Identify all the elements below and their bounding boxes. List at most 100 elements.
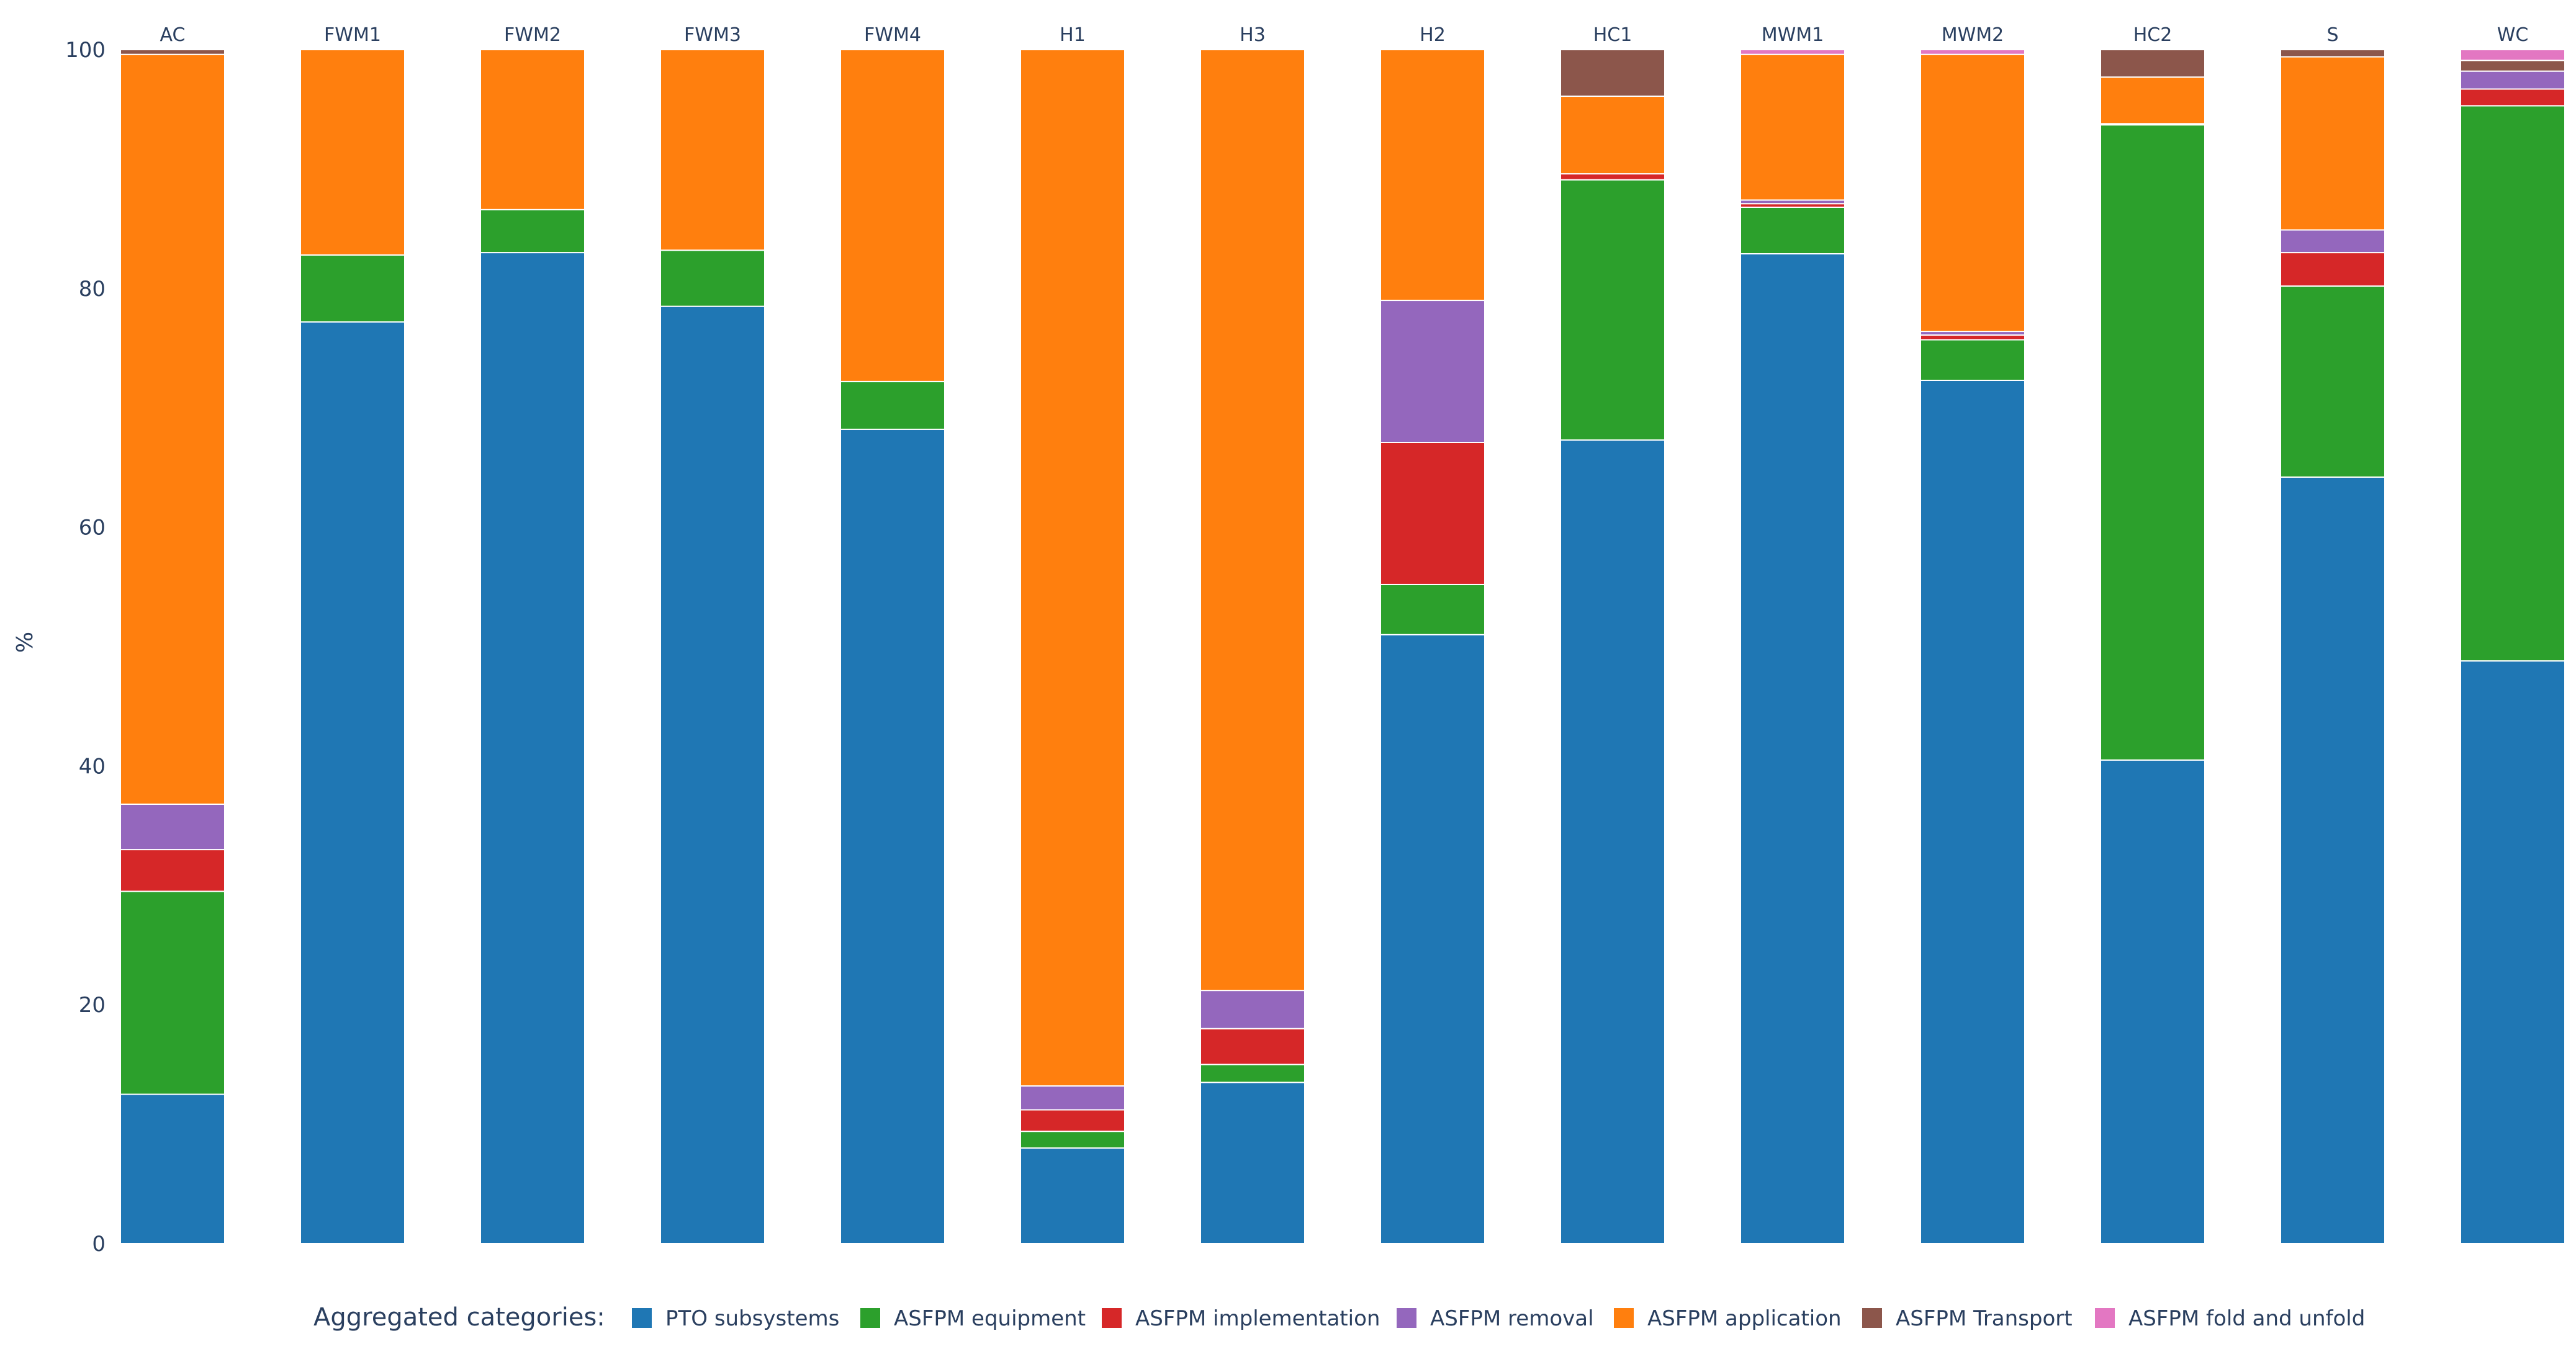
bar-segment: [1200, 1082, 1305, 1244]
bar-segment: [1740, 253, 1845, 1244]
category-label: HC1: [1593, 24, 1633, 46]
bar-segment: [660, 49, 765, 251]
bar-segment: [1740, 206, 1845, 255]
legend-swatch: [632, 1308, 652, 1328]
bar-segment: [2280, 285, 2385, 478]
bar-segment: [1380, 634, 1485, 1244]
legend-label: ASFPM equipment: [894, 1306, 1086, 1331]
legend-swatch: [2095, 1308, 2115, 1328]
category-label: MWM1: [1762, 24, 1824, 46]
legend-swatch: [1614, 1308, 1634, 1328]
plot-area: [120, 49, 2565, 1245]
category-label: FWM1: [324, 24, 381, 46]
bar-segment: [480, 252, 585, 1245]
legend-label: ASFPM removal: [1430, 1306, 1594, 1331]
bar-segment: [300, 254, 405, 323]
bar-segment: [1920, 49, 2025, 55]
category-label: FWM4: [864, 24, 921, 46]
bar-segment: [2280, 229, 2385, 254]
bar-segment: [1920, 334, 2025, 341]
y-tick-label: 40: [79, 754, 106, 779]
bar-segment: [840, 49, 945, 382]
bar-segment: [1920, 339, 2025, 381]
bar-segment: [120, 1093, 225, 1244]
y-tick-label: 80: [79, 277, 106, 302]
bar-segment: [2280, 56, 2385, 231]
legend-swatch: [1397, 1308, 1416, 1328]
legend-label: ASFPM fold and unfold: [2128, 1306, 2365, 1331]
bar-segment: [2100, 49, 2205, 78]
category-label: MWM2: [1942, 24, 2004, 46]
legend-title: Aggregated categories:: [313, 1303, 605, 1332]
bar-segment: [120, 49, 225, 55]
bar-segment: [840, 380, 945, 430]
y-axis: 0 20 40 60 80 100: [65, 38, 106, 1257]
legend-label: ASFPM Transport: [1896, 1306, 2073, 1331]
category-labels: AC FWM1 FWM2 FWM3 FWM4 H1 H3 H2 HC1 MWM1 MWM2 HC2 S W…: [160, 24, 2529, 46]
bar-segment: [2280, 49, 2385, 58]
bar-segment: [1200, 1028, 1305, 1065]
legend-swatch: [1862, 1308, 1882, 1328]
bar-segment: [480, 208, 585, 254]
bar-segment: [1560, 179, 1665, 441]
bar-segment: [1380, 583, 1485, 635]
legend-label: ASFPM implementation: [1135, 1306, 1380, 1331]
category-label: FWM3: [684, 24, 741, 46]
legend-swatch: [860, 1308, 880, 1328]
bar-segment: [2460, 70, 2565, 90]
category-label: H3: [1240, 24, 1266, 46]
y-tick-label: 20: [79, 993, 106, 1018]
bar-segment: [120, 803, 225, 851]
bar-segment: [660, 249, 765, 307]
bar-segment: [300, 321, 405, 1244]
bar-segment: [300, 49, 405, 256]
y-axis-label: %: [12, 632, 38, 653]
bar-segment: [660, 305, 765, 1244]
bar-segment: [1560, 439, 1665, 1245]
category-label: H2: [1420, 24, 1446, 46]
bar-segment: [1920, 379, 2025, 1244]
bar-segment: [1200, 1064, 1305, 1083]
category-label: HC2: [2133, 24, 2173, 46]
bar-segment: [2100, 124, 2205, 761]
y-tick-label: 60: [79, 516, 106, 540]
bar-segment: [1560, 96, 1665, 175]
bar-segment: [2460, 60, 2565, 72]
bar-segment: [120, 53, 225, 805]
bar-segment: [2460, 105, 2565, 662]
legend-swatch: [1102, 1308, 1122, 1328]
bar-segment: [120, 849, 225, 892]
bar-segment: [2460, 49, 2565, 61]
category-label: AC: [160, 24, 186, 46]
bar-segment: [1200, 49, 1305, 992]
bar-segment: [1020, 1147, 1125, 1244]
y-tick-label: 0: [92, 1232, 106, 1257]
bar-segment: [1020, 1131, 1125, 1149]
legend: Aggregated categories: PTO subsystems ASF…: [313, 1303, 2365, 1332]
bar-segment: [1200, 990, 1305, 1029]
bar-segment: [1560, 173, 1665, 181]
bar-segment: [2280, 252, 2385, 287]
bar-segment: [2100, 76, 2205, 125]
y-tick-label: 100: [65, 38, 106, 63]
category-label: WC: [2497, 24, 2529, 46]
bar-segment: [2280, 476, 2385, 1244]
bar-segment: [1560, 49, 1665, 97]
category-label: S: [2326, 24, 2338, 46]
bar-segment: [1020, 49, 1125, 1087]
bar-segment: [840, 428, 945, 1244]
bar-segment: [2460, 88, 2565, 107]
category-label: H1: [1060, 24, 1086, 46]
legend-label: ASFPM application: [1647, 1306, 1842, 1331]
legend-label: PTO subsystems: [665, 1306, 839, 1331]
category-label: FWM2: [504, 24, 561, 46]
bar-segment: [1380, 441, 1485, 585]
bar-segment: [1380, 300, 1485, 443]
bar-segment: [480, 49, 585, 210]
bar-segment: [1020, 1109, 1125, 1132]
bar-segment: [1740, 53, 1845, 201]
bar-segment: [120, 890, 225, 1095]
bar-segment: [1740, 49, 1845, 55]
bar-segment: [1920, 53, 2025, 333]
